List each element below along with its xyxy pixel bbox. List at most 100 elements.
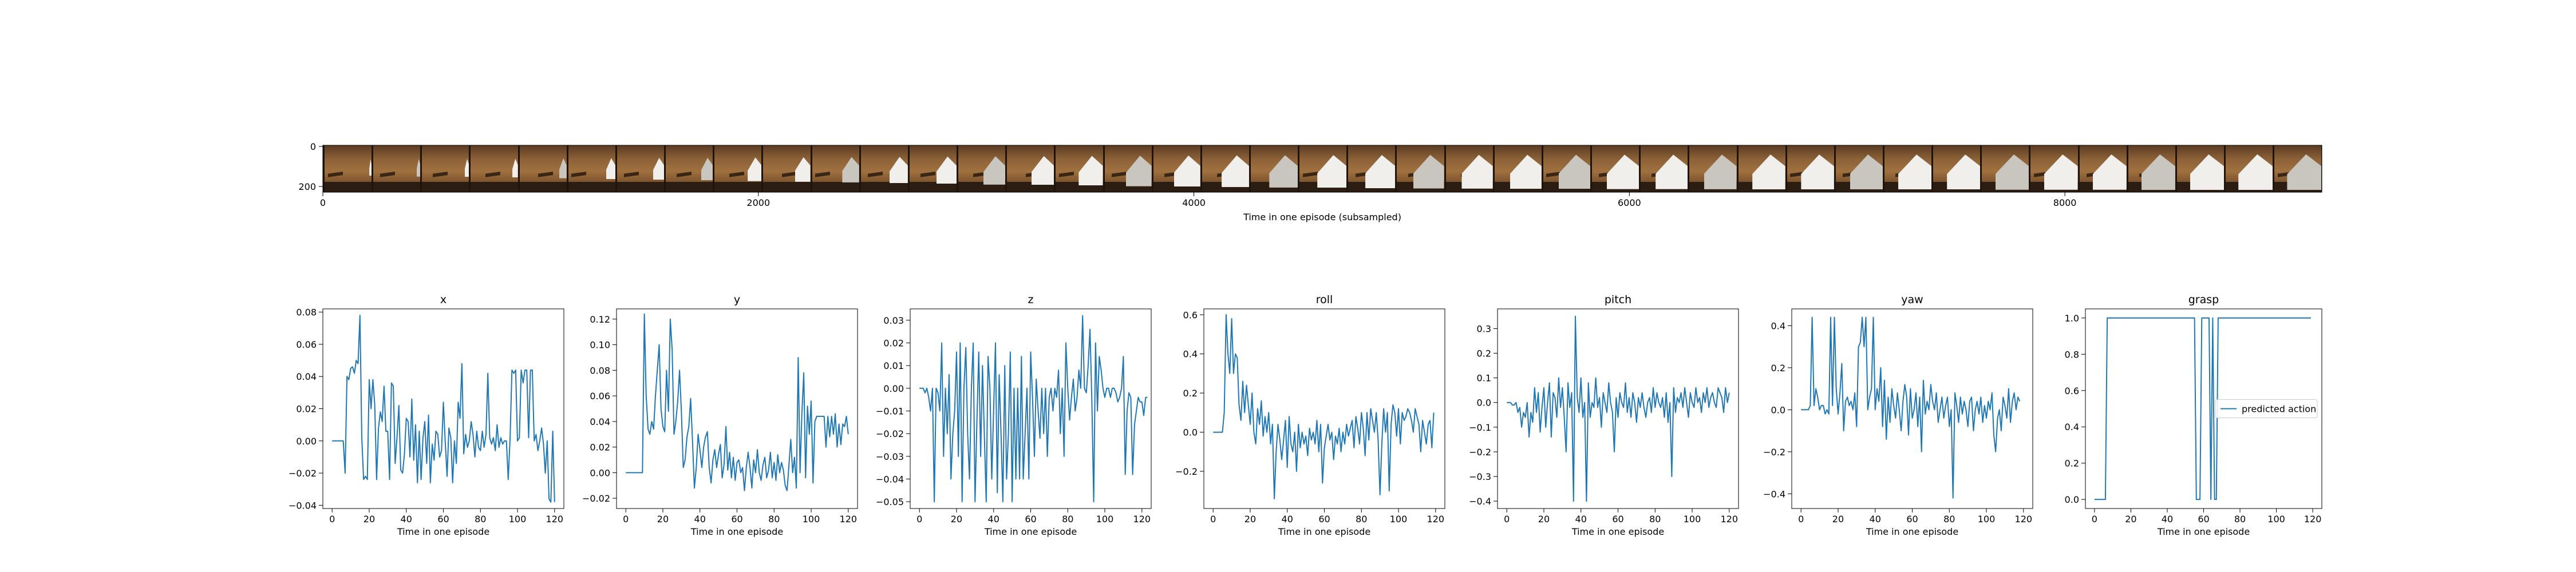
x-tick-label: 100 [2267,514,2285,525]
episode-frame [907,145,957,192]
x-tick-label: 40 [1870,514,1881,525]
image-strip-frame [322,145,2322,193]
episode-frame [957,145,1006,192]
x-tick-label: 40 [988,514,999,525]
x-tick-label: 20 [364,514,375,525]
x-tick-label: 20 [951,514,962,525]
x-tick-label: 60 [1025,514,1036,525]
x-tick-label: 0 [623,514,629,525]
x-axis-label: Time in one episode [1866,526,1958,537]
episode-frame [1639,145,1688,192]
y-tick-label: 0.06 [296,339,317,350]
x-tick-label: 0 [320,197,326,208]
episode-frame [1688,145,1737,192]
episode-frame [2077,145,2127,192]
episode-frame [1931,145,1981,192]
y-tick-label: −0.1 [1469,422,1491,433]
episode-frame [1980,145,2029,192]
episode-frame [1395,145,1444,192]
chart-title: x [440,293,447,306]
episode-frame [1785,145,1834,192]
chart-title: pitch [1605,293,1631,306]
x-tick-label: 6000 [1618,197,1641,208]
chart-title: yaw [1901,293,1923,306]
episode-frame [469,145,518,192]
x-tick-label: 120 [546,514,564,525]
x-axis-label: Time in one episode [2157,526,2250,537]
x-tick-label: 2000 [746,197,770,208]
x-tick-label: 80 [1943,514,1955,525]
y-tick-label: −0.04 [876,474,904,484]
x-tick-label: 100 [1096,514,1114,525]
episode-frame [2273,145,2322,192]
legend-label: predicted action [2242,404,2316,415]
y-tick-label: −0.03 [876,451,904,462]
x-tick-label: 0 [1504,514,1510,525]
episode-frame [517,145,567,192]
x-tick-label: 80 [768,514,780,525]
x-axis-label: Time in one episode [1278,526,1370,537]
y-tick-label: 0.04 [590,416,610,427]
x-tick-label: 120 [1133,514,1151,525]
x-tick-label: 60 [1906,514,1918,525]
x-tick-label: 80 [1356,514,1367,525]
y-tick-label: −0.2 [1763,447,1785,458]
y-tick-label: 0.08 [590,365,610,376]
episode-frame [2175,145,2225,192]
episode-frame [1005,145,1054,192]
y-tick-label: 0.0 [1477,398,1491,408]
y-tick-label: −0.3 [1469,471,1491,482]
x-tick-label: 0 [916,514,922,525]
y-tick-label: −0.02 [582,493,610,504]
x-tick-label: 40 [694,514,706,525]
episode-frame [1541,145,1591,192]
episode-frame [1298,145,1347,192]
episode-frame [859,145,908,192]
x-tick-label: 120 [840,514,858,525]
y-tick-label: 0.6 [2065,386,2079,396]
chart-title: y [734,293,740,306]
episode-frame [1834,145,1883,192]
y-tick-label: −0.4 [1469,496,1491,507]
x-tick-label: 40 [401,514,412,525]
y-tick-label: 0.4 [1183,349,1198,360]
x-tick-label: 20 [657,514,669,525]
y-tick-label: 0.0 [2065,494,2079,505]
episode-frame [566,145,615,192]
y-tick-label: 0.4 [2065,422,2079,432]
episode-frame [323,145,372,192]
episode-frame [1151,145,1200,192]
y-tick-label: 0.01 [883,360,904,371]
x-tick-label: 100 [1978,514,1996,525]
series-line [1507,315,1730,502]
x-tick-label: 0 [329,514,335,525]
x-tick-label: 20 [1244,514,1256,525]
x-tick-label: 8000 [2053,197,2077,208]
chart-title: z [1028,293,1034,306]
y-tick-label: 0.00 [883,383,904,394]
chart-title: roll [1316,293,1333,306]
x-axis-label: Time in one episode [690,526,783,537]
y-tick-label: −0.04 [289,500,317,511]
x-tick-label: 120 [2015,514,2033,525]
x-tick-label: 60 [1318,514,1330,525]
x-tick-label: 0 [1798,514,1804,525]
episode-frame [1103,145,1152,192]
x-tick-label: 60 [731,514,742,525]
episode-frame [1736,145,1785,192]
y-tick-label: −0.05 [876,496,904,507]
plot-area [616,308,858,509]
x-tick-label: 80 [475,514,486,525]
y-tick-label: −0.02 [289,468,317,479]
x-tick-label: 0 [2092,514,2097,525]
y-tick-label: 0 [310,141,316,152]
series-line [1801,316,2021,499]
y-tick-label: 0.02 [296,404,317,415]
y-tick-label: 0.0 [1183,427,1198,438]
episode-frame [372,145,421,192]
y-tick-label: 0.02 [590,442,610,453]
y-tick-label: 0.03 [883,315,904,326]
y-tick-label: 200 [298,181,316,192]
y-tick-label: 0.12 [590,314,610,325]
